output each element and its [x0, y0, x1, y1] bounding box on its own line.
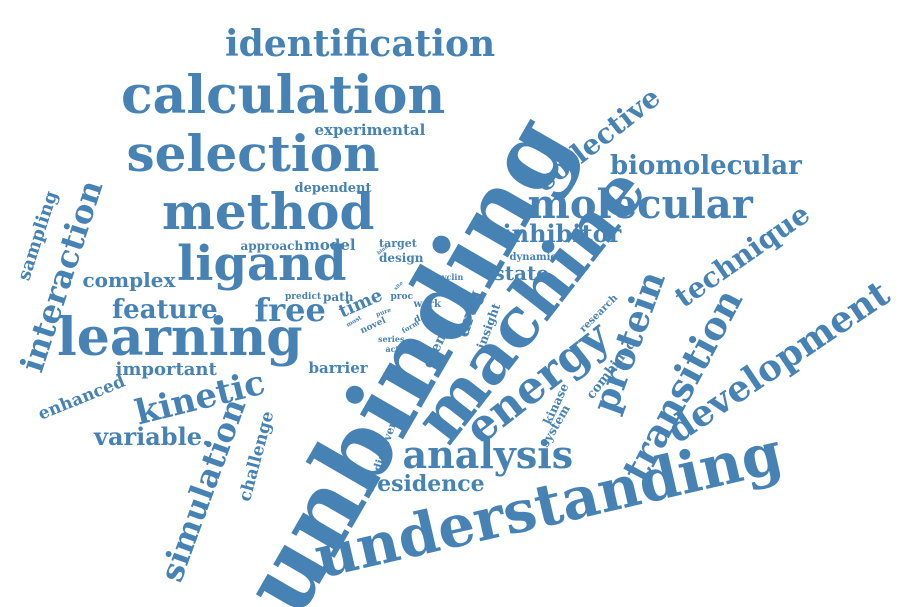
- word-method: method: [162, 182, 375, 241]
- word-proc: proc: [390, 291, 414, 302]
- word-active: active: [385, 344, 413, 354]
- word-predict: predict: [285, 291, 322, 302]
- word-approach: approach: [240, 239, 304, 253]
- word-design: design: [379, 251, 424, 265]
- word-variable: variable.: [94, 422, 211, 451]
- word-barrier: barrier: [308, 358, 368, 377]
- word-ligand: ligand: [177, 236, 347, 292]
- word-free: free: [254, 291, 326, 329]
- word-enhanced: enhanced: [35, 371, 129, 425]
- word-analysis: analysis: [402, 432, 574, 477]
- word-cyclin: cyclin: [437, 272, 464, 282]
- word-residence: residence: [365, 471, 485, 497]
- word-molecular: molecular: [527, 181, 753, 228]
- word-selection: selection: [126, 124, 380, 183]
- word-path: path: [323, 290, 354, 304]
- word-inhibitor: inhibitor: [502, 219, 622, 248]
- word-dynamic: dynamic: [509, 252, 557, 263]
- word-complex: complex: [82, 268, 176, 292]
- word-model: model: [304, 235, 356, 254]
- word-series: series: [378, 334, 405, 344]
- word-feature: feature: [112, 295, 218, 325]
- word-learning: learning: [57, 307, 303, 368]
- word-target: target: [379, 236, 417, 250]
- word-calculation: calculation: [121, 65, 446, 126]
- word-work: work: [413, 299, 441, 310]
- word-identification: identification: [225, 23, 496, 65]
- word-experimental: experimental: [314, 120, 426, 139]
- word-state: state: [493, 261, 549, 285]
- word-important: important: [115, 359, 217, 380]
- word-biomolecular: biomolecular: [610, 151, 802, 181]
- word-dependent: dependent: [294, 180, 372, 196]
